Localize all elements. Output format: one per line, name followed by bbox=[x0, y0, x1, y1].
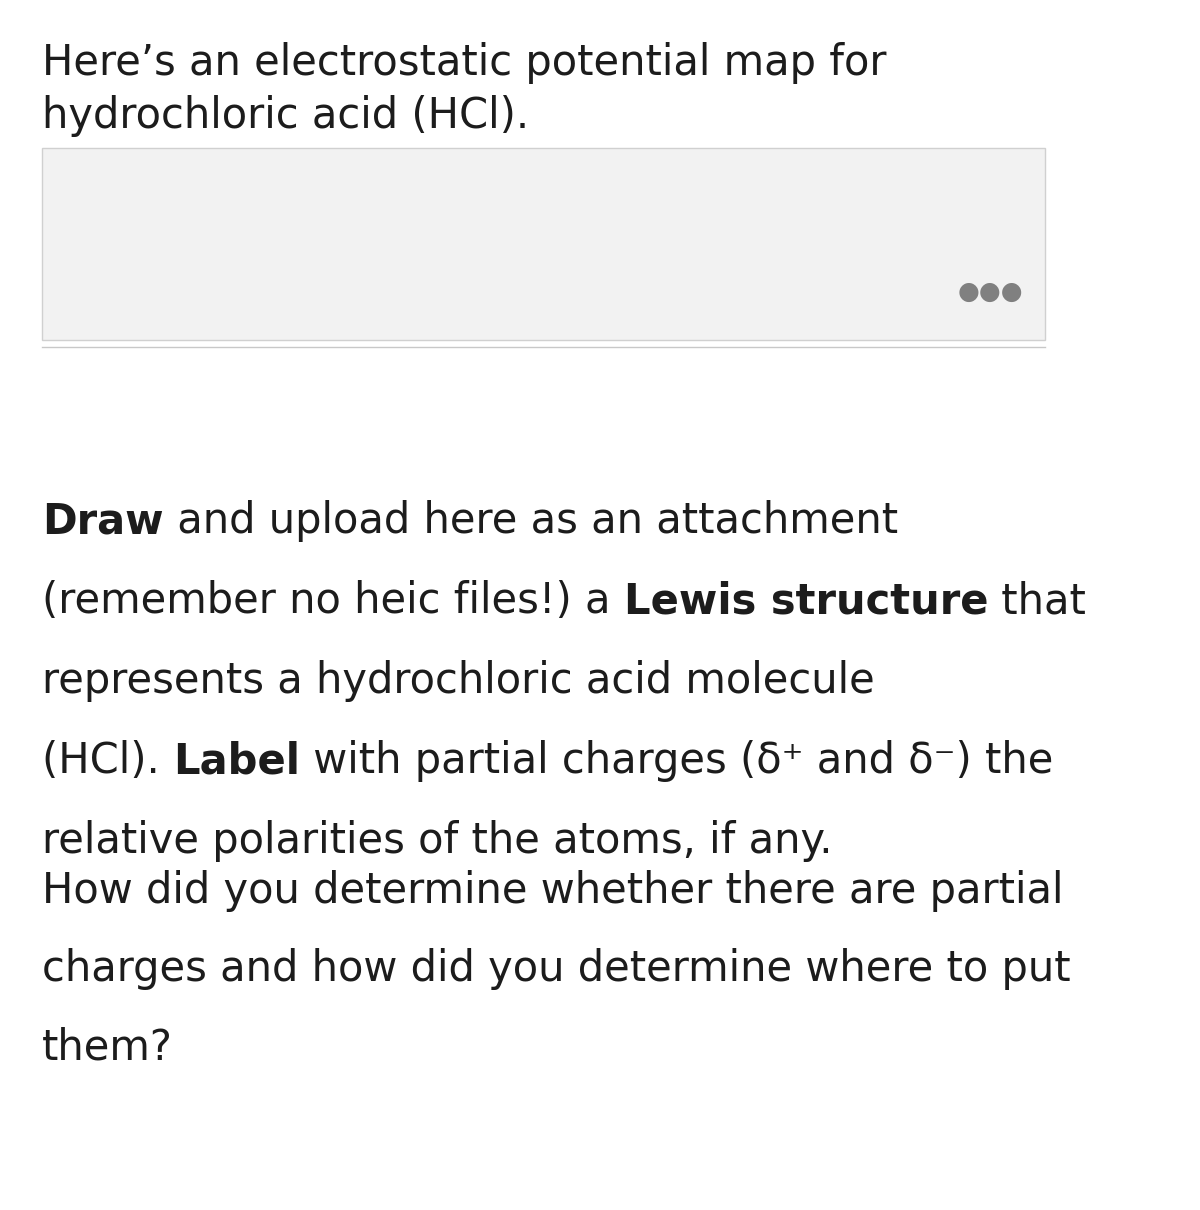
Text: charges and how did you determine where to put: charges and how did you determine where … bbox=[42, 947, 1070, 990]
Text: that: that bbox=[989, 580, 1086, 622]
Text: and upload here as an attachment: and upload here as an attachment bbox=[163, 500, 898, 542]
Text: Label: Label bbox=[173, 741, 300, 782]
Text: relative polarities of the atoms, if any.: relative polarities of the atoms, if any… bbox=[42, 820, 833, 862]
Text: ●●●: ●●● bbox=[958, 280, 1022, 304]
Text: hydrochloric acid (HCl).: hydrochloric acid (HCl). bbox=[42, 96, 529, 137]
Text: Draw: Draw bbox=[42, 500, 163, 542]
Bar bbox=[42, 148, 1045, 340]
Text: Lewis structure: Lewis structure bbox=[624, 580, 989, 622]
Text: (remember no heic files!) a: (remember no heic files!) a bbox=[42, 580, 624, 622]
Text: How did you determine whether there are partial: How did you determine whether there are … bbox=[42, 870, 1063, 912]
Text: with partial charges (δ⁺ and δ⁻) the: with partial charges (δ⁺ and δ⁻) the bbox=[300, 741, 1054, 782]
Text: represents a hydrochloric acid molecule: represents a hydrochloric acid molecule bbox=[42, 659, 875, 702]
Text: them?: them? bbox=[42, 1026, 173, 1068]
Text: Here’s an electrostatic potential map for: Here’s an electrostatic potential map fo… bbox=[42, 42, 887, 83]
Text: (HCl).: (HCl). bbox=[42, 741, 173, 782]
